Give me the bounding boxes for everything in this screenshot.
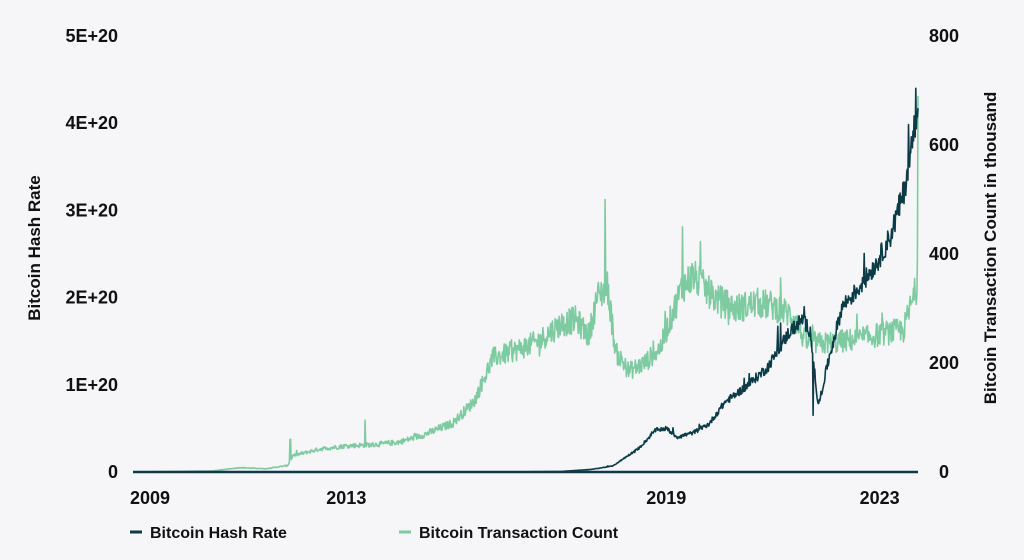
x-tick-label: 2009 — [130, 488, 170, 508]
x-tick-label: 2019 — [646, 488, 686, 508]
legend-item-hash-rate[interactable]: Bitcoin Hash Rate — [130, 525, 287, 542]
x-tick-label: 2023 — [860, 488, 900, 508]
left-tick-label: 0 — [108, 462, 118, 482]
left-tick-label: 3E+20 — [65, 200, 118, 220]
left-tick-label: 1E+20 — [65, 375, 118, 395]
right-tick-label: 400 — [929, 244, 959, 264]
legend-label-transaction-count: Bitcoin Transaction Count — [419, 525, 619, 542]
right-axis-title: Bitcoin Transaction Count in thousand — [981, 92, 1000, 405]
right-axis-ticks: 0 200 400 600 800 — [929, 26, 959, 482]
series-line-hash-rate — [132, 87, 919, 473]
left-tick-label: 4E+20 — [65, 113, 118, 133]
legend-label-hash-rate: Bitcoin Hash Rate — [150, 525, 287, 542]
right-tick-label: 200 — [929, 353, 959, 373]
x-axis-ticks: 2009 2013 2019 2023 — [130, 488, 900, 508]
x-tick-label: 2013 — [326, 488, 366, 508]
left-tick-label: 2E+20 — [65, 288, 118, 308]
right-tick-label: 0 — [939, 462, 949, 482]
left-axis-title: Bitcoin Hash Rate — [25, 175, 44, 320]
right-tick-label: 600 — [929, 135, 959, 155]
legend: Bitcoin Hash Rate Bitcoin Transaction Co… — [130, 525, 619, 542]
left-axis-ticks: 0 1E+20 2E+20 3E+20 4E+20 5E+20 — [65, 26, 118, 482]
legend-item-transaction-count[interactable]: Bitcoin Transaction Count — [399, 525, 619, 542]
left-tick-label: 5E+20 — [65, 26, 118, 46]
series-line-transaction-count — [132, 95, 919, 473]
series-layer — [132, 87, 919, 473]
right-tick-label: 800 — [929, 26, 959, 46]
